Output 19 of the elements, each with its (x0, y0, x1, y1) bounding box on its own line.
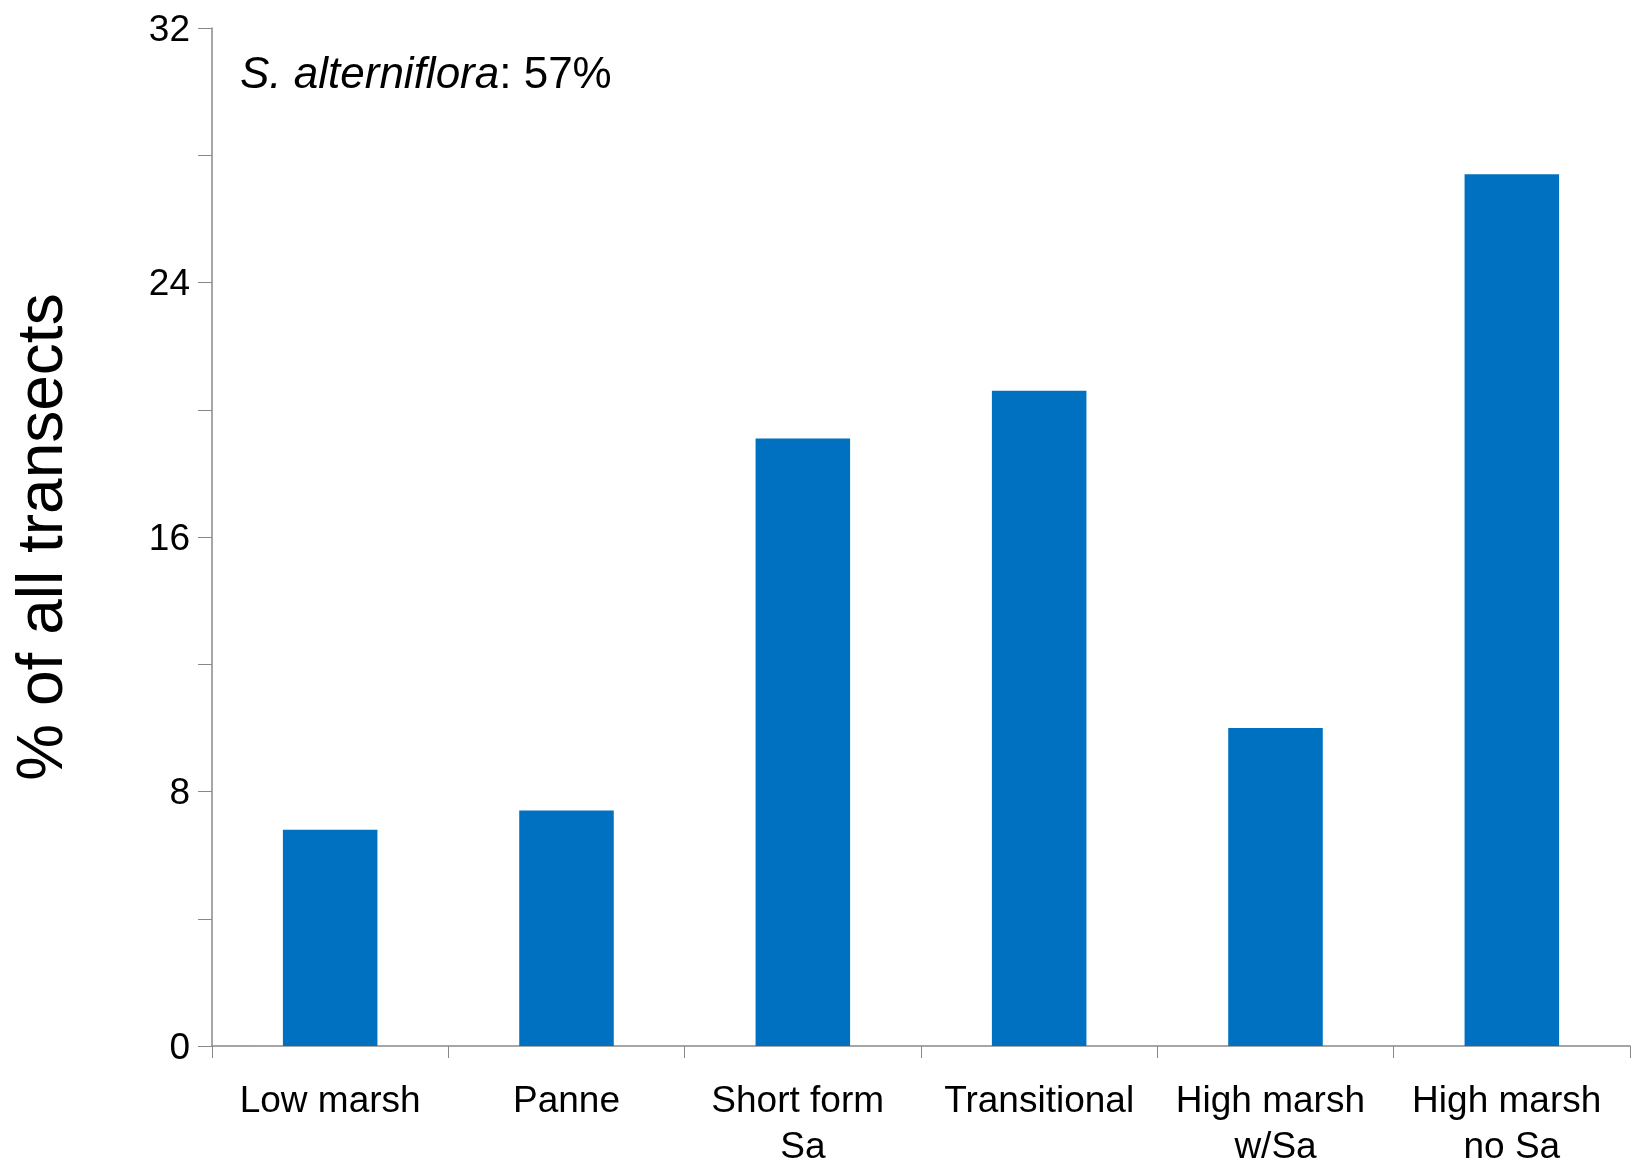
bar (1464, 174, 1560, 1046)
x-tick-label: High marsh w/Sa (1175, 1078, 1376, 1166)
bar (519, 810, 614, 1046)
x-tick-label: Transitional (944, 1078, 1135, 1120)
x-tick-label: Short form Sa (711, 1078, 895, 1166)
annotation: S. alterniflora: 57% (240, 47, 612, 97)
x-tick-label: High marsh no Sa (1412, 1078, 1612, 1166)
y-axis-title: % of all transects (4, 293, 76, 781)
y-tick-label: 24 (148, 262, 190, 303)
bar (991, 390, 1087, 1046)
x-tick-label: Low marsh (239, 1078, 421, 1120)
y-tick-label: 0 (169, 1025, 190, 1067)
bar (1228, 727, 1323, 1046)
y-tick-label: 16 (148, 516, 190, 558)
bar (755, 438, 851, 1046)
bar (282, 829, 378, 1046)
y-tick-label: 8 (169, 771, 190, 812)
x-tick-label: Panne (513, 1078, 620, 1120)
y-tick-label: 32 (148, 7, 190, 49)
